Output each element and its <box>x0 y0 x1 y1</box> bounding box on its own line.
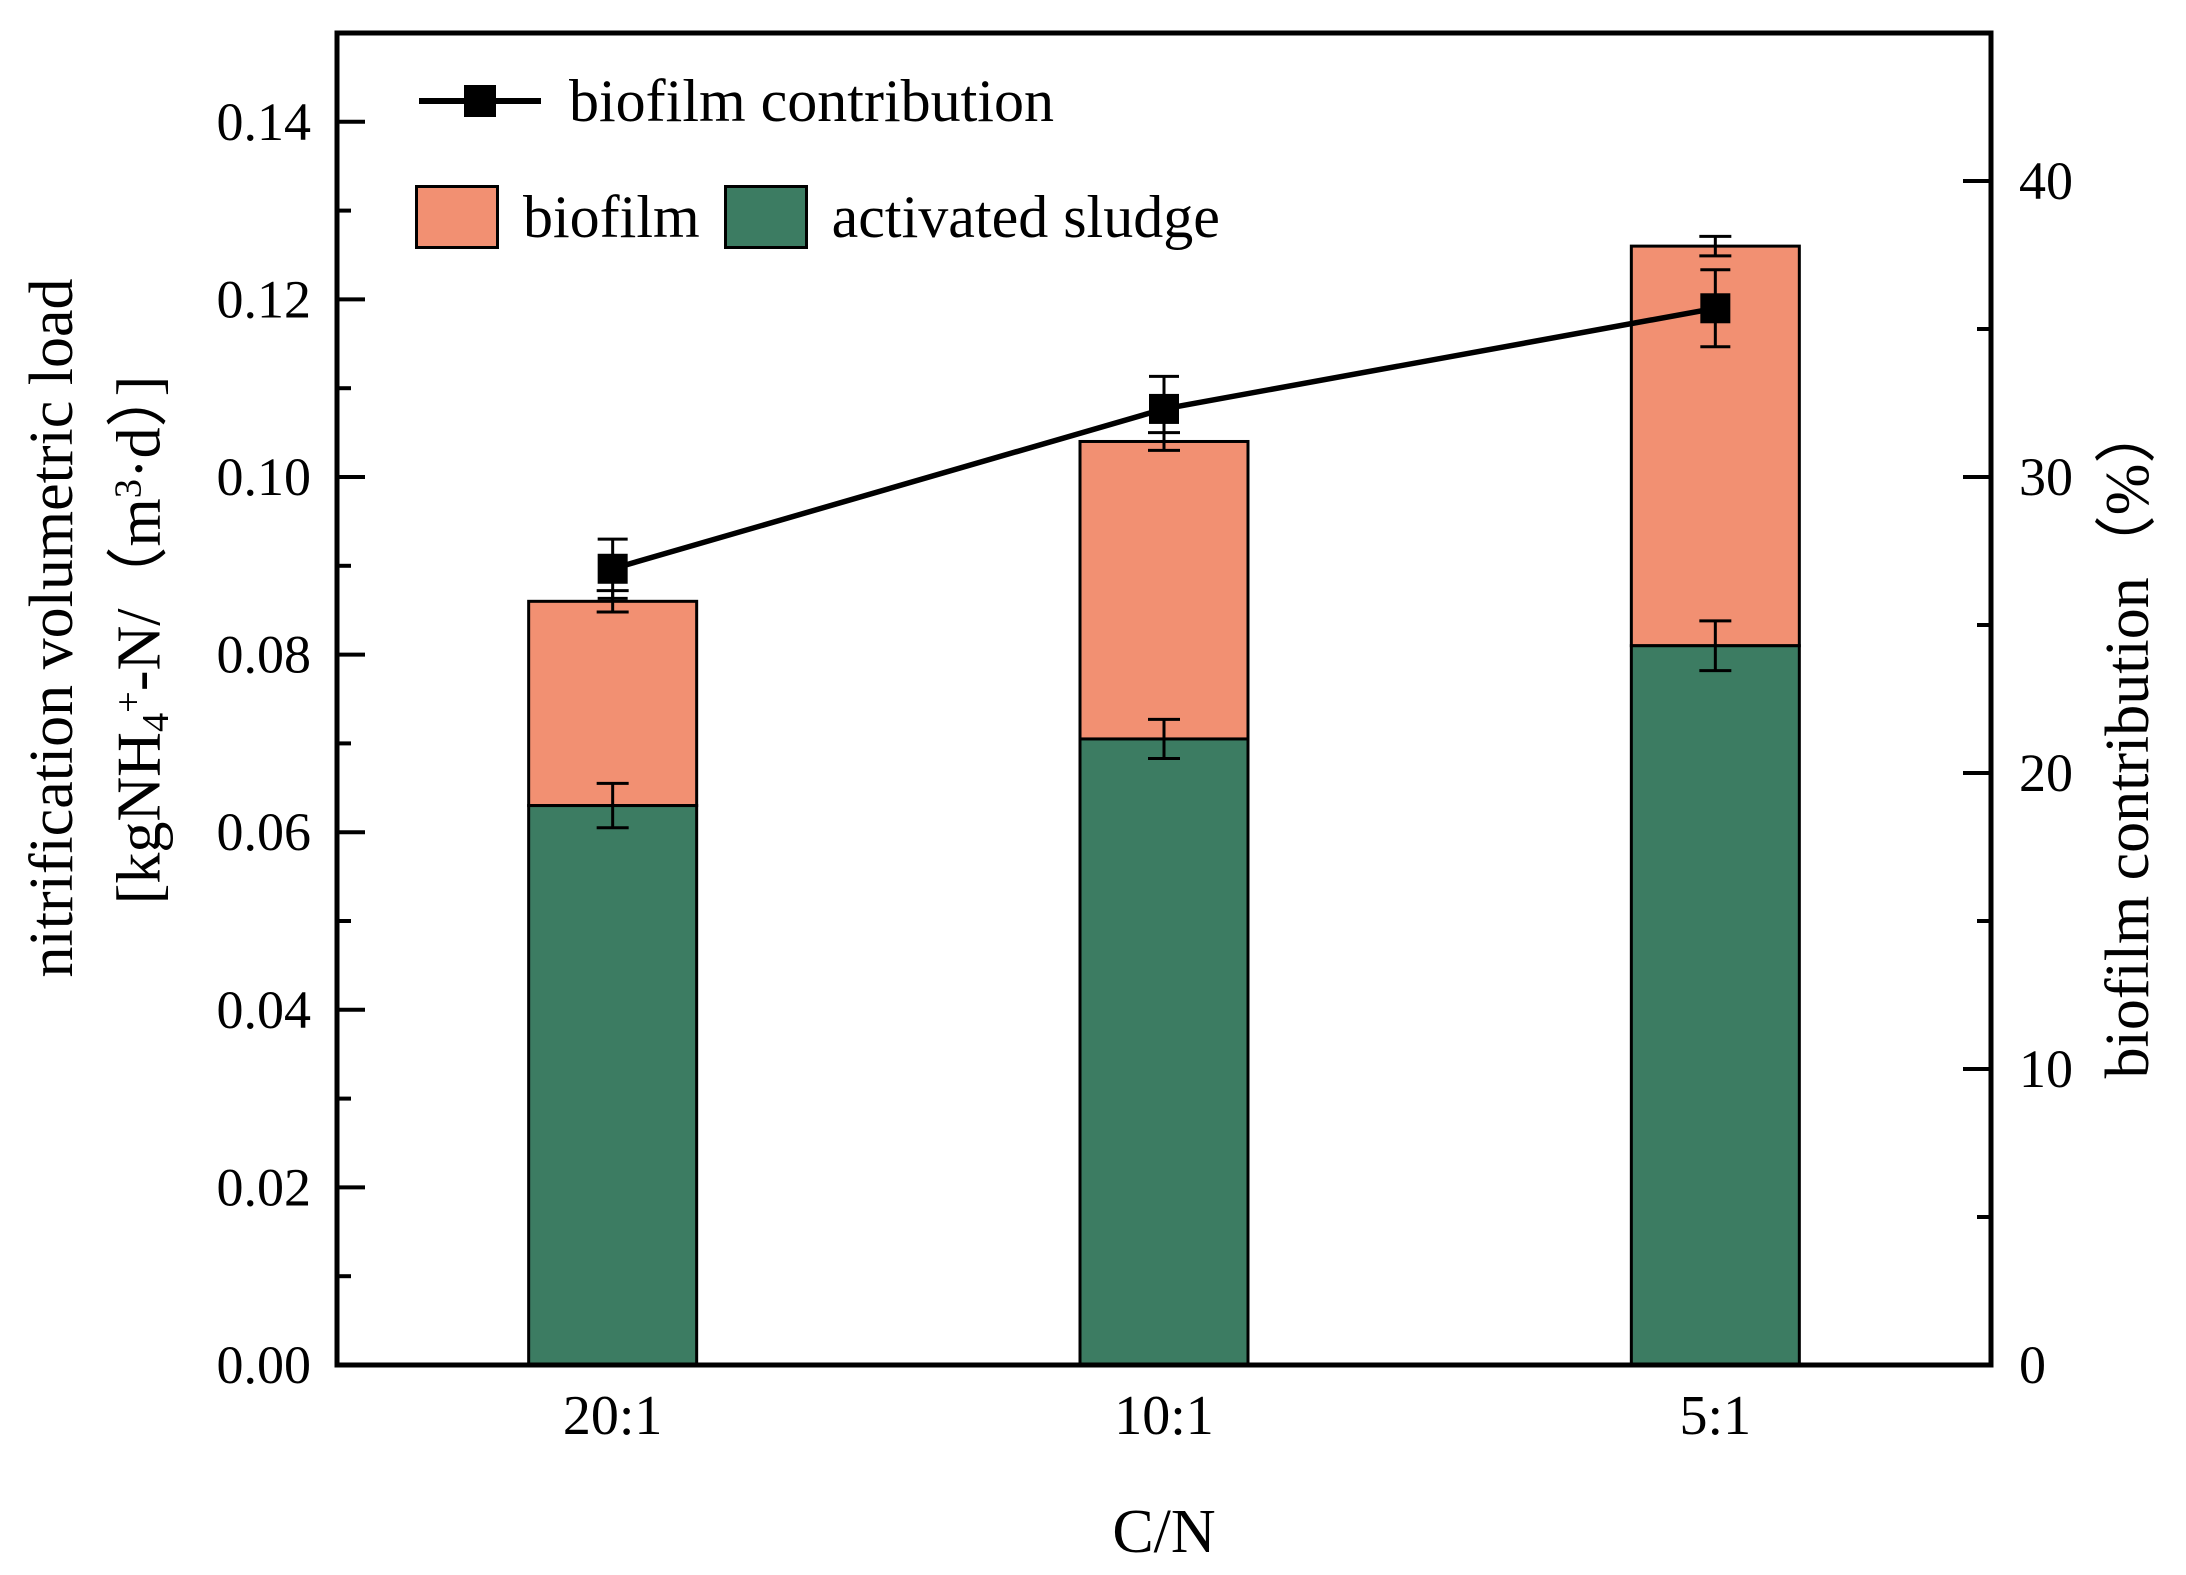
right-tick-label: 20 <box>2019 743 2073 803</box>
left-axis-title-superscript-3: 3 <box>107 479 150 499</box>
bar-biofilm-10:1 <box>1078 439 1250 741</box>
left-tick-label: 0.12 <box>217 269 312 329</box>
right-tick-label: 0 <box>2019 1335 2046 1395</box>
left-axis-title-unit-mid: -N/（m <box>105 498 174 692</box>
right-tick-label: 40 <box>2019 151 2073 211</box>
left-tick-label: 0.14 <box>217 92 312 152</box>
plot-frame <box>334 30 1994 1368</box>
x-tick-label-5:1: 5:1 <box>1680 1385 1752 1447</box>
legend-label-biofilm-contribution: biofilm contribution <box>569 68 1054 134</box>
left-tick-label: 0.04 <box>217 980 312 1040</box>
left-tick-label: 0.08 <box>217 625 312 685</box>
contribution-marker-5:1 <box>1700 293 1731 324</box>
legend-label-biofilm: biofilm <box>523 184 700 250</box>
x-tick-label-10:1: 10:1 <box>1114 1385 1214 1447</box>
right-tick-label: 10 <box>2019 1039 2073 1099</box>
right-axis-title: biofilm contribution（%） <box>2094 401 2162 1079</box>
line-square-marker-icon <box>419 85 541 117</box>
left-tick-label: 0.00 <box>217 1335 312 1395</box>
left-axis-title-unit-suffix: ·d）] <box>105 375 174 480</box>
legend-label-activated-sludge: activated sludge <box>831 184 1220 250</box>
contribution-marker-20:1 <box>597 553 628 584</box>
legend-swatch-activated-sludge <box>723 185 808 249</box>
legend-item-biofilm-contribution: biofilm contribution <box>415 66 1220 136</box>
left-axis-title-unit-prefix: [kgNH <box>105 732 174 905</box>
legend-item-swatches: biofilm activated sludge <box>415 182 1220 252</box>
left-axis-title-line1: nitrification volumetric load <box>18 278 86 978</box>
left-axis-title-line2: [kgNH4+-N/（m3·d）] <box>105 375 178 905</box>
x-axis-title: C/N <box>1112 1498 1216 1566</box>
contribution-marker-10:1 <box>1149 393 1179 424</box>
bar-activated-sludge-20:1 <box>527 804 699 1367</box>
left-tick-label: 0.06 <box>217 802 312 862</box>
legend-swatch-biofilm <box>415 185 499 249</box>
x-tick-label-20:1: 20:1 <box>563 1385 663 1447</box>
bar-activated-sludge-5:1 <box>1629 644 1801 1367</box>
left-axis-title-subscript: 4 <box>135 712 178 733</box>
left-tick-label: 0.02 <box>217 1157 312 1217</box>
right-tick-label: 30 <box>2019 447 2073 507</box>
bar-biofilm-20:1 <box>527 599 699 808</box>
left-axis-title-superscript: + <box>107 691 150 713</box>
legend: biofilm contribution biofilm activated s… <box>415 66 1220 252</box>
bar-activated-sludge-10:1 <box>1078 737 1250 1367</box>
left-tick-label: 0.10 <box>217 447 312 507</box>
